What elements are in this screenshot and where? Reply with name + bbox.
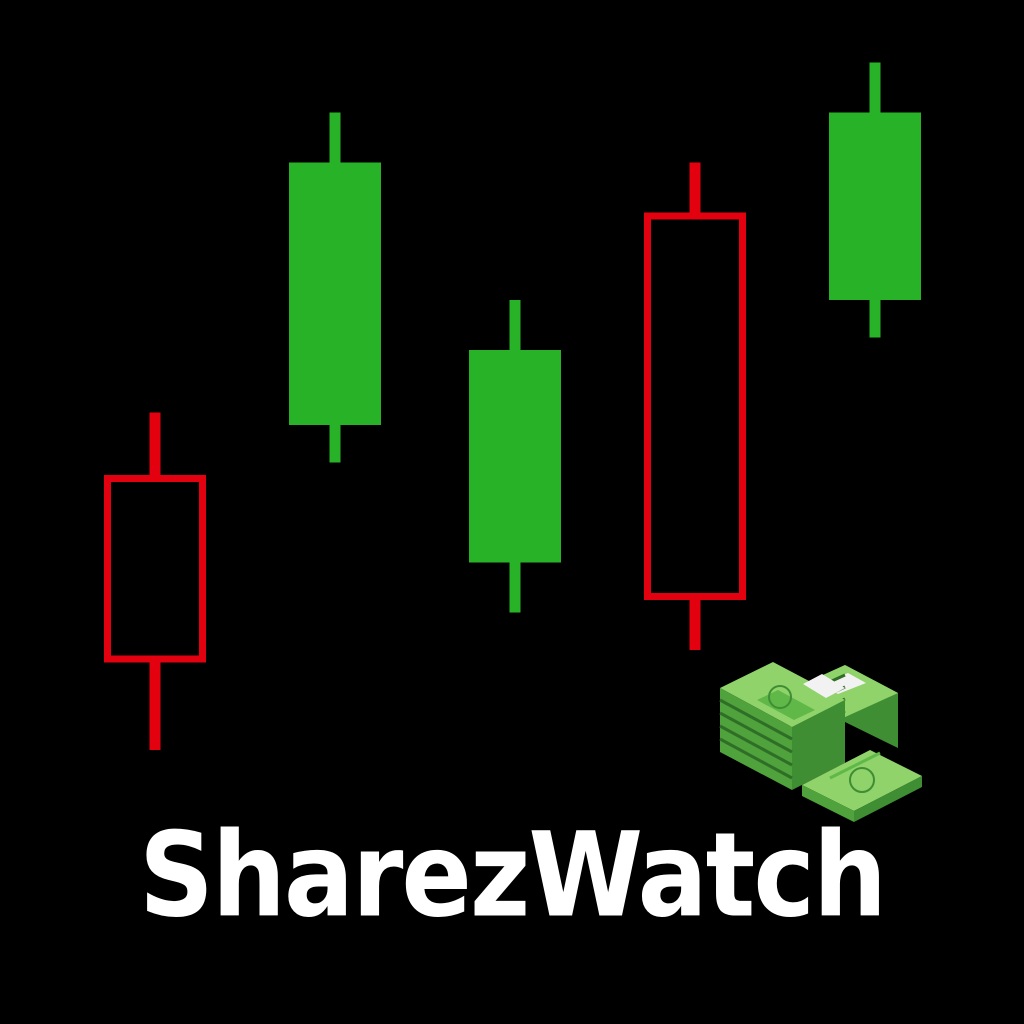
candle-body-bullish <box>469 350 561 563</box>
cash-stack-main <box>719 662 845 790</box>
candlestick-chart <box>104 62 921 750</box>
candle-body-bullish <box>829 112 921 300</box>
candle-body-bearish <box>104 475 206 663</box>
cash-stack-icon <box>719 662 922 822</box>
candle-body-bearish <box>644 212 746 600</box>
candle-body-bullish <box>289 162 381 425</box>
cash-stack-front <box>802 750 922 822</box>
brand-name: SharezWatch <box>138 806 887 944</box>
